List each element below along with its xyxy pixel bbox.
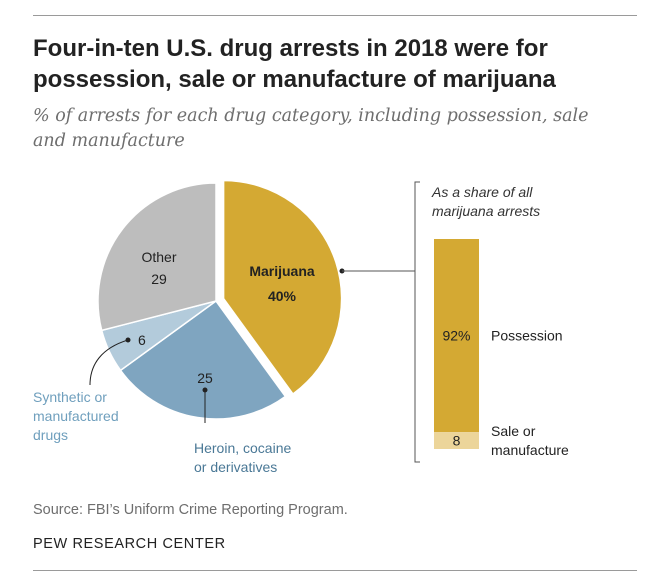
stacked-bar-title-line-1: As a share of all: [431, 184, 533, 200]
stacked-bar-segment-possession: [434, 239, 479, 433]
pie-label-marijuana-name: Marijuana: [249, 263, 315, 279]
pie-label-other-value: 29: [151, 271, 167, 287]
pie-slice-other: [97, 182, 217, 332]
pie-label-other-name: Other: [141, 249, 176, 265]
callout-heroin-line-2: or derivatives: [194, 459, 277, 475]
callout-synthetic-line-2: manufactured: [33, 408, 119, 424]
stacked-bar-title-line-2: marijuana arrests: [432, 203, 540, 219]
chart-subtitle: % of arrests for each drug category, inc…: [33, 106, 589, 151]
chart-area: Marijuana 40% 25 Heroin, cocaine or derivati…: [33, 179, 569, 475]
callout-synthetic-line-3: drugs: [33, 427, 68, 443]
stacked-bar-label-sale-2: manufacture: [491, 442, 569, 458]
chart-title: Four-in-ten U.S. drug arrests in 2018 we…: [33, 35, 556, 93]
pie-label-synthetic-value: 6: [138, 332, 146, 348]
pie-slice-marijuana: [222, 179, 343, 396]
stacked-bar-label-possession-1: Possession: [491, 328, 563, 344]
pie-label-heroin-value: 25: [197, 370, 213, 386]
pie-label-marijuana-value: 40%: [268, 288, 297, 304]
callout-heroin-line-1: Heroin, cocaine: [194, 440, 291, 456]
bracket-marijuana: [414, 181, 420, 463]
top-rule: [33, 15, 637, 16]
callout-synthetic-line-1: Synthetic or: [33, 389, 107, 405]
footer-brand: PEW RESEARCH CENTER: [33, 536, 226, 552]
bottom-rule: [33, 570, 637, 571]
pie-slice-heroin: [119, 299, 287, 420]
stacked-bar-value-possession: 92%: [442, 328, 470, 344]
stacked-bar-value-sale: 8: [453, 433, 461, 449]
source-note: Source: FBI’s Uniform Crime Reporting Pr…: [33, 502, 348, 518]
stacked-bar-label-sale-1: Sale or: [491, 423, 536, 439]
callout-line-synthetic: [89, 339, 129, 386]
stacked-bar-segment-sale: [434, 432, 479, 449]
